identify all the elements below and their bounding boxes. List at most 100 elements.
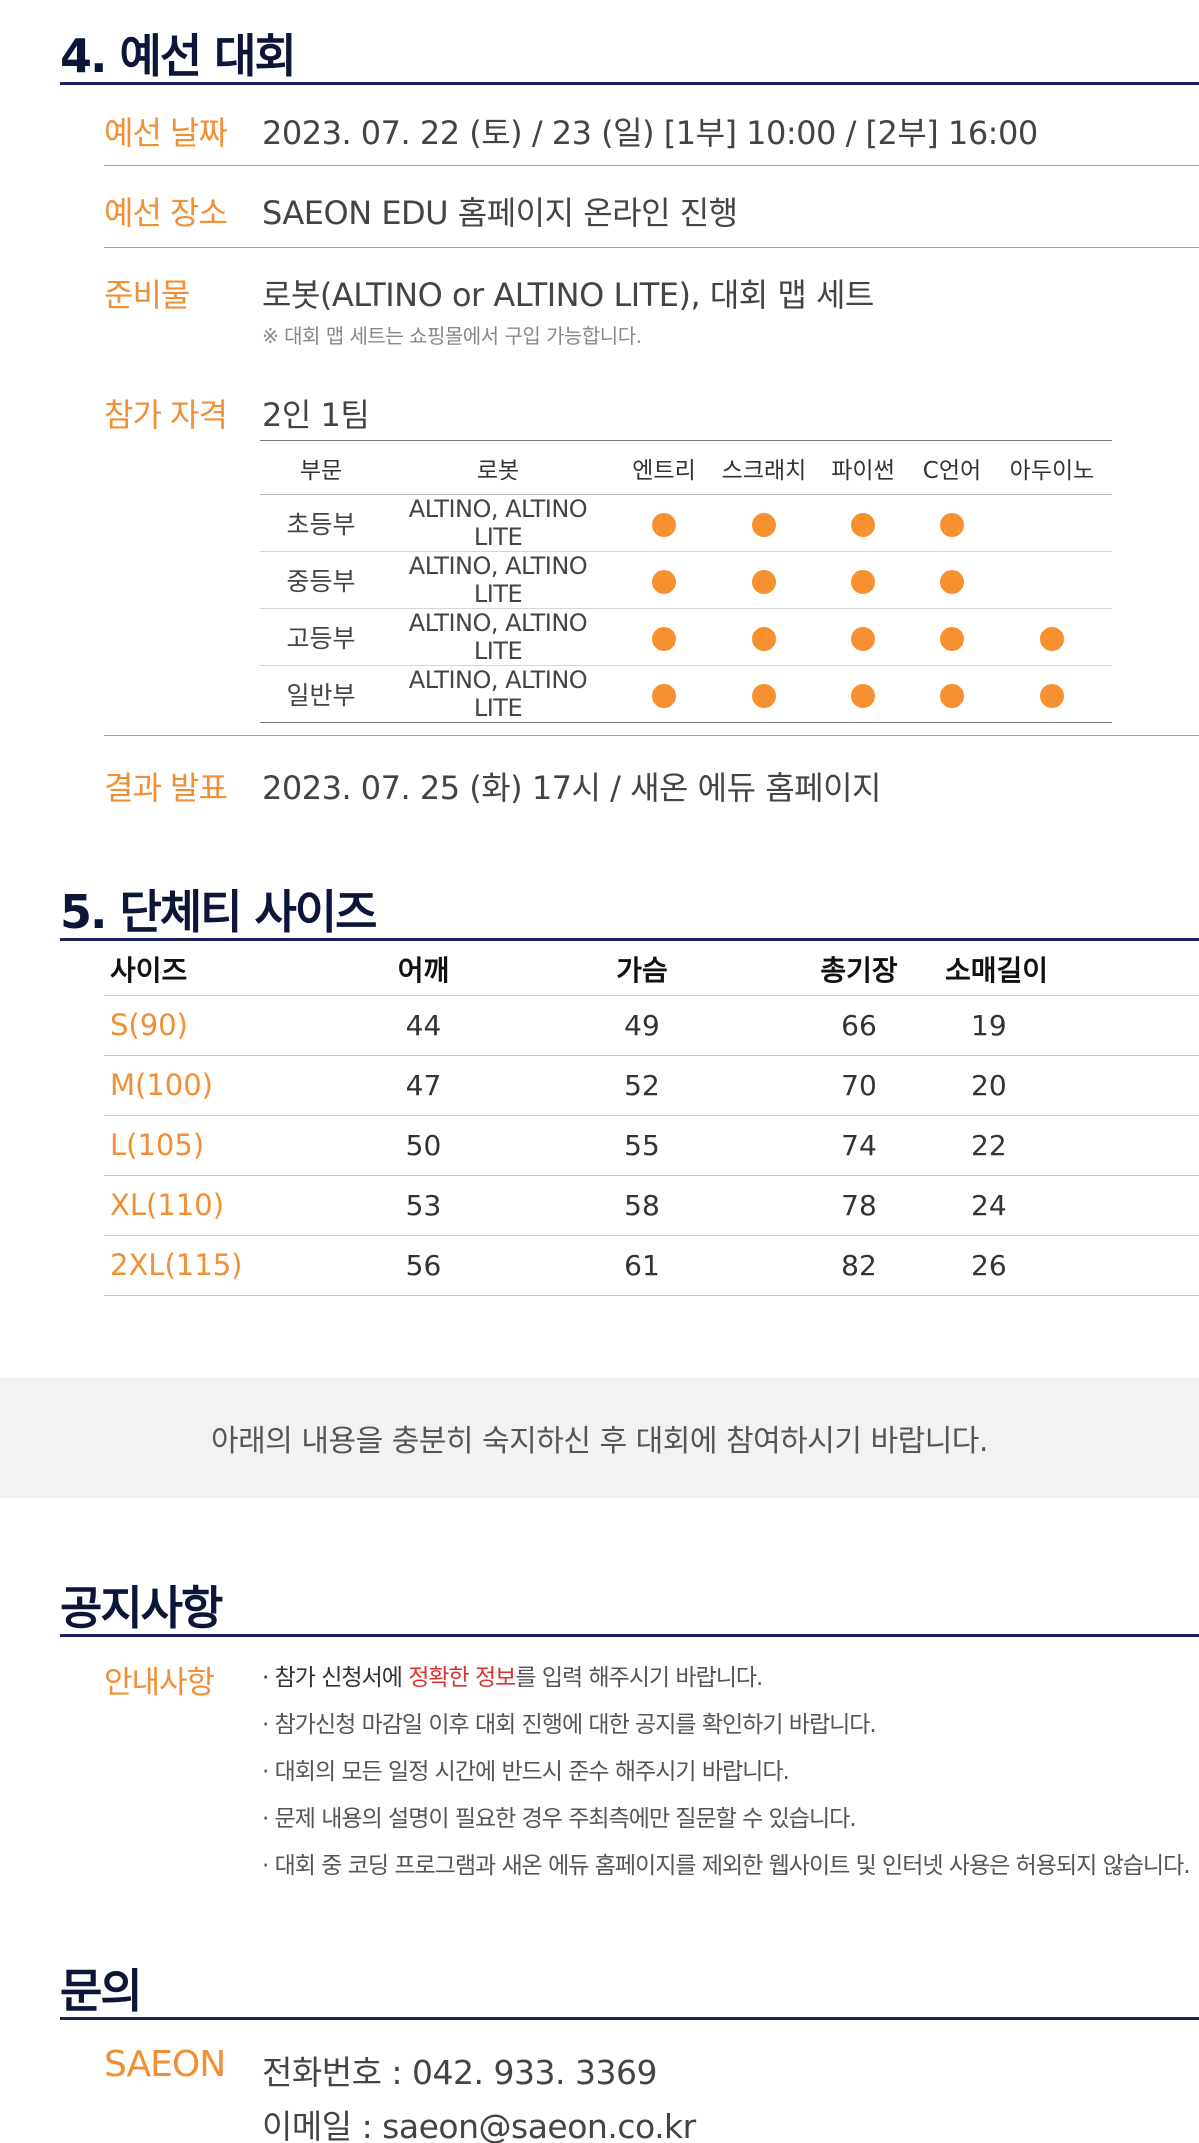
robot-cell: ALTINO, ALTINO LITE bbox=[382, 551, 614, 609]
available-dot-icon bbox=[652, 626, 676, 651]
section-title-tshirt: 5. 단체티 사이즈 bbox=[60, 885, 377, 939]
measure-cell: 53 bbox=[346, 1175, 501, 1236]
header-chest: 가슴 bbox=[501, 943, 783, 996]
available-dot-icon bbox=[652, 512, 676, 537]
row-divider bbox=[104, 247, 1199, 248]
inquiry-label: SAEON bbox=[104, 2044, 226, 2085]
header-python: 파이썬 bbox=[814, 440, 912, 495]
result-value: 2023. 07. 25 (화) 17시 / 새온 에듀 홈페이지 bbox=[262, 769, 881, 807]
available-dot-icon bbox=[1040, 626, 1064, 651]
header-sleeve: 소매길이 bbox=[935, 943, 1199, 996]
contact-phone: 전화번호 : 042. 933. 3369 bbox=[262, 2053, 657, 2092]
measure-cell: 78 bbox=[783, 1175, 935, 1236]
measure-cell: 58 bbox=[501, 1175, 783, 1236]
measure-cell: 66 bbox=[783, 995, 935, 1056]
notice-item: · 대회 중 코딩 프로그램과 새온 에듀 홈페이지를 제외한 웹사이트 및 인… bbox=[262, 1853, 1191, 1879]
size-cell: L(105) bbox=[104, 1115, 346, 1176]
section-title-inquiry: 문의 bbox=[60, 1964, 143, 2018]
header-scratch: 스크래치 bbox=[714, 440, 814, 495]
measure-cell: 19 bbox=[935, 995, 1199, 1056]
section-title-preliminary: 4. 예선 대회 bbox=[60, 29, 297, 83]
measure-cell: 49 bbox=[501, 995, 783, 1056]
header-arduino: 아두이노 bbox=[992, 440, 1112, 495]
available-dot-icon bbox=[851, 569, 875, 594]
language-cell bbox=[814, 608, 912, 666]
available-dot-icon bbox=[752, 683, 776, 708]
language-cell bbox=[714, 665, 814, 723]
header-entry: 엔트리 bbox=[614, 440, 714, 495]
measure-cell: 44 bbox=[346, 995, 501, 1056]
available-dot-icon bbox=[851, 683, 875, 708]
header-robot: 로봇 bbox=[382, 440, 614, 495]
available-dot-icon bbox=[652, 683, 676, 708]
notice-item: · 참가 신청서에 정확한 정보를 입력 해주시기 바랍니다. bbox=[262, 1665, 763, 1691]
available-dot-icon bbox=[752, 569, 776, 594]
measure-cell: 61 bbox=[501, 1235, 783, 1296]
section-divider bbox=[60, 1634, 1199, 1637]
available-dot-icon bbox=[940, 683, 964, 708]
division-cell: 일반부 bbox=[260, 665, 382, 723]
size-cell: 2XL(115) bbox=[104, 1235, 346, 1296]
language-cell bbox=[814, 494, 912, 552]
language-cell bbox=[614, 494, 714, 552]
table-row: 고등부 ALTINO, ALTINO LITE bbox=[260, 608, 1112, 666]
division-cell: 초등부 bbox=[260, 494, 382, 552]
division-cell: 중등부 bbox=[260, 551, 382, 609]
notice-item: · 문제 내용의 설명이 필요한 경우 주최측에만 질문할 수 있습니다. bbox=[262, 1806, 857, 1832]
table-header-row: 부문 로봇 엔트리 스크래치 파이썬 C언어 아두이노 bbox=[260, 440, 1112, 495]
row-divider bbox=[104, 735, 1199, 736]
date-label: 예선 날짜 bbox=[104, 114, 228, 152]
tshirt-size-table: 사이즈 어깨 가슴 총기장 소매길이 S(90) 44 49 66 19 M(100) 47… bbox=[104, 943, 1199, 1296]
date-value: 2023. 07. 22 (토) / 23 (일) [1부] 10:00 / [… bbox=[262, 114, 1038, 152]
table-row: 2XL(115) 56 61 82 26 bbox=[104, 1235, 1199, 1296]
table-row: 중등부 ALTINO, ALTINO LITE bbox=[260, 551, 1112, 609]
language-cell bbox=[614, 608, 714, 666]
qualification-table: 부문 로봇 엔트리 스크래치 파이썬 C언어 아두이노 초등부 ALTINO, A… bbox=[260, 440, 1112, 723]
size-cell: S(90) bbox=[104, 995, 346, 1056]
robot-cell: ALTINO, ALTINO LITE bbox=[382, 494, 614, 552]
table-row: 일반부 ALTINO, ALTINO LITE bbox=[260, 665, 1112, 723]
notice-banner: 아래의 내용을 충분히 숙지하신 후 대회에 참여하시기 바랍니다. bbox=[0, 1378, 1199, 1498]
measure-cell: 82 bbox=[783, 1235, 935, 1296]
banner-text: 아래의 내용을 충분히 숙지하신 후 대회에 참여하시기 바랍니다. bbox=[211, 1424, 988, 1459]
measure-cell: 50 bbox=[346, 1115, 501, 1176]
prep-value: 로봇(ALTINO or ALTINO LITE), 대회 맵 세트 bbox=[262, 276, 874, 314]
header-size: 사이즈 bbox=[104, 943, 346, 996]
robot-cell: ALTINO, ALTINO LITE bbox=[382, 665, 614, 723]
prep-note: ※ 대회 맵 세트는 쇼핑몰에서 구입 가능합니다. bbox=[262, 324, 642, 348]
measure-cell: 26 bbox=[935, 1235, 1199, 1296]
section-divider bbox=[60, 2017, 1199, 2020]
header-c: C언어 bbox=[912, 440, 992, 495]
table-row: XL(110) 53 58 78 24 bbox=[104, 1175, 1199, 1236]
language-cell bbox=[912, 608, 992, 666]
language-cell bbox=[814, 665, 912, 723]
available-dot-icon bbox=[940, 626, 964, 651]
available-dot-icon bbox=[851, 512, 875, 537]
table-row: S(90) 44 49 66 19 bbox=[104, 995, 1199, 1056]
available-dot-icon bbox=[652, 569, 676, 594]
language-cell bbox=[912, 665, 992, 723]
size-cell: M(100) bbox=[104, 1055, 346, 1116]
header-length: 총기장 bbox=[783, 943, 935, 996]
measure-cell: 22 bbox=[935, 1115, 1199, 1176]
measure-cell: 47 bbox=[346, 1055, 501, 1116]
qualification-label: 참가 자격 bbox=[104, 396, 228, 434]
highlight-text: 정확한 정보 bbox=[408, 1665, 516, 1691]
language-cell bbox=[992, 551, 1112, 609]
language-cell bbox=[912, 551, 992, 609]
place-label: 예선 장소 bbox=[104, 194, 228, 232]
section-title-notice: 공지사항 bbox=[60, 1581, 223, 1635]
header-shoulder: 어깨 bbox=[346, 943, 501, 996]
measure-cell: 56 bbox=[346, 1235, 501, 1296]
section-divider bbox=[60, 938, 1199, 941]
result-label: 결과 발표 bbox=[104, 769, 228, 807]
robot-cell: ALTINO, ALTINO LITE bbox=[382, 608, 614, 666]
notice-item: · 참가신청 마감일 이후 대회 진행에 대한 공지를 확인하기 바랍니다. bbox=[262, 1712, 877, 1738]
language-cell bbox=[912, 494, 992, 552]
language-cell bbox=[992, 494, 1112, 552]
language-cell bbox=[814, 551, 912, 609]
notice-item: · 대회의 모든 일정 시간에 반드시 준수 해주시기 바랍니다. bbox=[262, 1759, 790, 1785]
measure-cell: 74 bbox=[783, 1115, 935, 1176]
available-dot-icon bbox=[752, 626, 776, 651]
notice-list: · 참가 신청서에 정확한 정보를 입력 해주시기 바랍니다. · 참가신청 마… bbox=[262, 1663, 1191, 1898]
